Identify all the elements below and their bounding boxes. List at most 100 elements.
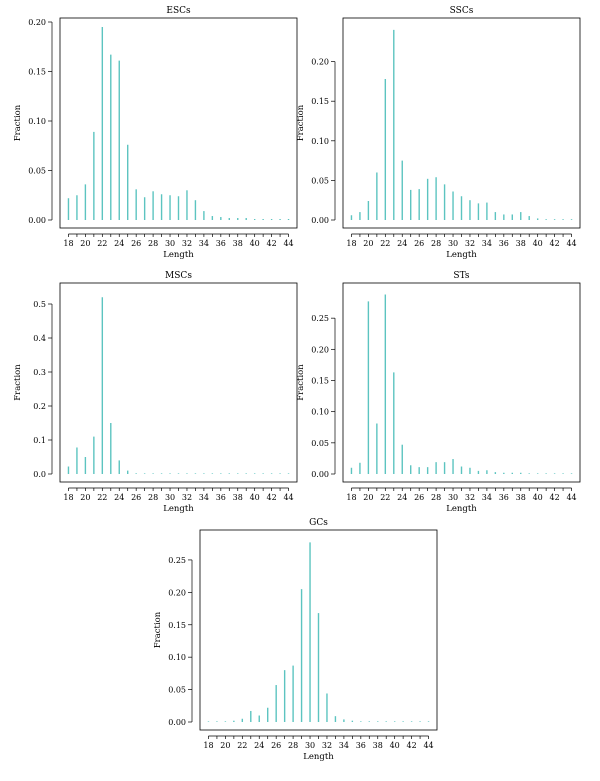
y-tick-label: 0.00 (311, 216, 329, 225)
y-tick-label: 0.0 (33, 470, 46, 479)
x-tick-label: 22 (237, 741, 247, 750)
chart-panel-mscs: MSCs 0.0 0.1 0.2 0.3 0.4 0.5 Fraction 18 20 22 24 26… (13, 271, 298, 514)
x-tick-label: 36 (356, 741, 366, 750)
x-tick-label: 40 (533, 493, 543, 502)
x-tick-label: 20 (80, 493, 90, 502)
x-tick-label: 42 (550, 493, 560, 502)
chart-title: GCs (309, 518, 328, 528)
y-tick-label: 0.20 (168, 588, 186, 597)
y-tick-label: 0.4 (33, 334, 46, 343)
x-tick-label: 44 (566, 239, 576, 248)
x-tick-label: 40 (533, 239, 543, 248)
x-axis-label: Length (446, 504, 477, 514)
x-tick-label: 40 (390, 741, 400, 750)
x-tick-label: 38 (373, 741, 383, 750)
x-tick-label: 18 (346, 493, 356, 502)
chart-title: ESCs (166, 6, 191, 16)
x-tick-label: 28 (288, 741, 298, 750)
y-axis-label: Fraction (153, 611, 163, 648)
x-tick-label: 24 (397, 239, 407, 248)
x-tick-label: 44 (566, 493, 576, 502)
x-axis-label: Length (163, 504, 194, 514)
y-tick-label: 0.2 (33, 402, 46, 411)
x-tick-label: 20 (220, 741, 230, 750)
x-tick-label: 44 (283, 239, 293, 248)
x-tick-label: 42 (267, 493, 277, 502)
x-tick-label: 36 (216, 493, 226, 502)
y-tick-label: 0.00 (311, 470, 329, 479)
y-tick-label: 0.00 (28, 216, 46, 225)
x-tick-label: 44 (423, 741, 433, 750)
y-tick-label: 0.20 (28, 18, 46, 27)
plot-frame (342, 17, 581, 229)
x-tick-label: 38 (233, 493, 243, 502)
chart-title: SSCs (450, 6, 474, 16)
chart-title: MSCs (165, 271, 192, 281)
y-tick-label: 0.25 (168, 556, 186, 565)
y-axis-label: Fraction (296, 104, 306, 141)
y-tick-label: 0.20 (311, 58, 329, 67)
x-tick-label: 28 (431, 493, 441, 502)
x-tick-label: 30 (165, 493, 175, 502)
x-tick-label: 26 (131, 493, 141, 502)
y-tick-label: 0.15 (311, 97, 329, 106)
plot-frame (342, 282, 581, 483)
y-tick-label: 0.5 (33, 300, 46, 309)
x-tick-label: 32 (465, 239, 475, 248)
x-tick-label: 28 (431, 239, 441, 248)
x-tick-label: 42 (550, 239, 560, 248)
x-tick-label: 22 (97, 493, 107, 502)
x-tick-label: 32 (182, 493, 192, 502)
y-tick-label: 0.10 (28, 117, 46, 126)
x-axis-label: Length (303, 752, 334, 762)
chart-panel-sts: STs 0.00 0.05 0.10 0.15 0.20 0.25 Fraction 18 20 2… (296, 271, 581, 514)
x-tick-label: 24 (397, 493, 407, 502)
x-tick-label: 32 (182, 239, 192, 248)
x-tick-label: 28 (148, 239, 158, 248)
chart-title: STs (453, 271, 470, 281)
y-axis-label: Fraction (296, 364, 306, 401)
x-tick-label: 34 (199, 239, 209, 248)
x-tick-label: 22 (97, 239, 107, 248)
x-tick-label: 26 (271, 741, 281, 750)
x-tick-label: 24 (114, 493, 124, 502)
plot-frame (59, 282, 298, 483)
x-tick-label: 34 (339, 741, 349, 750)
x-tick-label: 40 (250, 493, 260, 502)
x-tick-label: 20 (363, 493, 373, 502)
y-tick-label: 0.15 (28, 68, 46, 77)
x-tick-label: 36 (499, 493, 509, 502)
y-tick-label: 0.3 (33, 368, 46, 377)
x-tick-label: 18 (346, 239, 356, 248)
x-tick-label: 38 (233, 239, 243, 248)
x-tick-label: 32 (322, 741, 332, 750)
x-axis-label: Length (446, 250, 477, 260)
x-tick-label: 42 (267, 239, 277, 248)
y-tick-label: 0.15 (311, 377, 329, 386)
x-tick-label: 22 (380, 239, 390, 248)
x-tick-label: 44 (283, 493, 293, 502)
y-tick-label: 0.10 (168, 653, 186, 662)
y-tick-label: 0.25 (311, 314, 329, 323)
x-tick-label: 30 (305, 741, 315, 750)
x-tick-label: 38 (516, 493, 526, 502)
x-tick-label: 26 (414, 239, 424, 248)
x-tick-label: 24 (254, 741, 264, 750)
plot-frame (199, 529, 438, 731)
x-tick-label: 26 (414, 493, 424, 502)
x-tick-label: 30 (165, 239, 175, 248)
x-tick-label: 18 (203, 741, 213, 750)
x-tick-label: 30 (448, 239, 458, 248)
chart-panel-escs: ESCs 0.00 0.05 0.10 0.15 0.20 Fraction 18 20 22 24… (13, 6, 298, 260)
x-tick-label: 18 (63, 493, 73, 502)
y-tick-label: 0.10 (311, 408, 329, 417)
x-tick-label: 30 (448, 493, 458, 502)
y-tick-label: 0.05 (311, 176, 329, 185)
x-tick-label: 38 (516, 239, 526, 248)
x-tick-label: 18 (63, 239, 73, 248)
x-tick-label: 20 (80, 239, 90, 248)
y-axis-label: Fraction (13, 364, 23, 401)
x-tick-label: 28 (148, 493, 158, 502)
x-tick-label: 26 (131, 239, 141, 248)
